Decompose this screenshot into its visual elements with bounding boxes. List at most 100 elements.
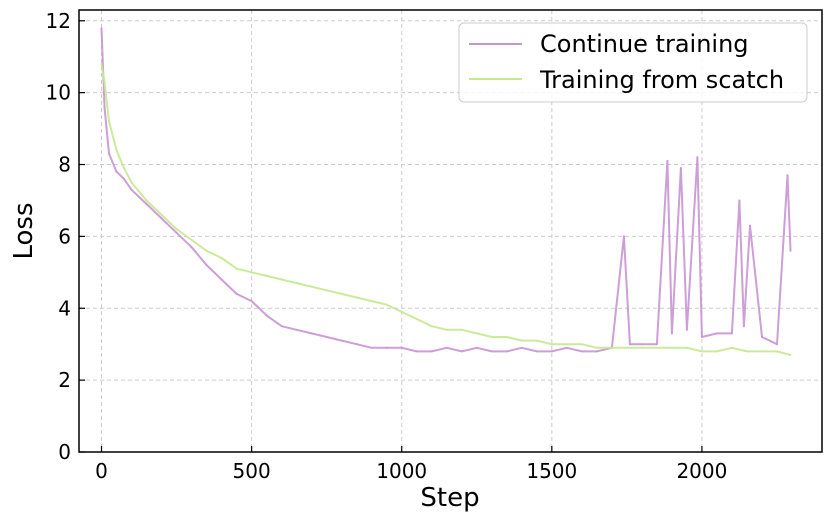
series-point-1 bbox=[265, 275, 268, 277]
series-point-1 bbox=[656, 346, 658, 349]
series-point-0 bbox=[160, 217, 163, 220]
series-point-0 bbox=[686, 328, 688, 331]
series-point-1 bbox=[108, 120, 110, 123]
series-point-0 bbox=[295, 328, 298, 331]
y-axis-label: Loss bbox=[9, 202, 39, 259]
series-point-0 bbox=[145, 203, 148, 205]
series-point-1 bbox=[641, 346, 643, 349]
series-point-0 bbox=[400, 346, 403, 349]
series-point-1 bbox=[280, 278, 283, 281]
series-point-1 bbox=[475, 332, 478, 335]
series-point-0 bbox=[220, 278, 223, 281]
series-point-1 bbox=[220, 257, 223, 259]
series-point-1 bbox=[235, 267, 238, 270]
series-point-0 bbox=[749, 224, 751, 227]
series-point-1 bbox=[370, 300, 373, 302]
series-point-1 bbox=[400, 311, 403, 313]
series-point-1 bbox=[340, 293, 343, 295]
series-point-1 bbox=[295, 282, 298, 284]
series-point-1 bbox=[580, 343, 583, 346]
series-point-0 bbox=[445, 346, 448, 349]
series-point-0 bbox=[761, 336, 763, 338]
series-point-1 bbox=[123, 167, 125, 170]
series-point-1 bbox=[115, 149, 118, 152]
series-point-0 bbox=[716, 332, 718, 335]
legend-label-training-from-scatch: Training from scatch bbox=[539, 66, 784, 94]
series-point-0 bbox=[123, 178, 125, 180]
series-point-1 bbox=[626, 346, 628, 349]
series-layer bbox=[100, 27, 792, 356]
series-point-0 bbox=[265, 314, 268, 317]
series-point-1 bbox=[671, 346, 673, 349]
series-point-0 bbox=[580, 350, 583, 353]
legend: Continue training Training from scatch bbox=[458, 22, 808, 103]
series-point-1 bbox=[716, 350, 718, 353]
series-point-1 bbox=[550, 343, 553, 346]
series-point-1 bbox=[505, 336, 508, 338]
plot-frame bbox=[78, 9, 823, 453]
series-point-1 bbox=[490, 336, 493, 338]
series-point-1 bbox=[535, 339, 538, 342]
series-point-0 bbox=[520, 346, 523, 349]
series-point-0 bbox=[385, 346, 388, 349]
y-tick-label: 0 bbox=[58, 440, 71, 464]
y-tick-label: 4 bbox=[58, 296, 71, 320]
series-point-1 bbox=[595, 346, 598, 349]
series-point-1 bbox=[310, 285, 313, 288]
series-point-1 bbox=[611, 346, 613, 349]
legend-label-continue-training: Continue training bbox=[540, 30, 749, 58]
series-point-0 bbox=[430, 350, 433, 353]
series-point-0 bbox=[680, 167, 682, 170]
series-point-1 bbox=[520, 339, 523, 342]
series-point-0 bbox=[340, 339, 343, 342]
series-point-0 bbox=[505, 350, 508, 353]
series-point-0 bbox=[595, 350, 598, 353]
series-point-1 bbox=[325, 289, 328, 292]
series-point-1 bbox=[190, 239, 193, 241]
series-point-0 bbox=[641, 343, 643, 346]
series-point-0 bbox=[370, 346, 373, 349]
series-line-1 bbox=[100, 63, 791, 356]
series-point-0 bbox=[115, 170, 118, 173]
series-point-1 bbox=[160, 213, 163, 216]
legend-box bbox=[458, 22, 808, 103]
series-point-1 bbox=[565, 343, 568, 346]
series-point-0 bbox=[623, 235, 625, 238]
y-tick-label: 2 bbox=[58, 368, 71, 392]
series-point-0 bbox=[656, 343, 658, 346]
series-point-0 bbox=[130, 188, 133, 191]
series-point-0 bbox=[565, 346, 568, 349]
series-point-1 bbox=[701, 350, 703, 353]
series-point-1 bbox=[205, 249, 208, 252]
series-point-0 bbox=[205, 264, 208, 266]
series-point-0 bbox=[175, 231, 178, 234]
series-point-0 bbox=[776, 343, 778, 346]
x-tick-label: 0 bbox=[95, 459, 108, 483]
series-point-0 bbox=[550, 350, 553, 353]
series-point-1 bbox=[776, 350, 778, 353]
series-point-1 bbox=[686, 346, 688, 349]
x-tick-label: 1500 bbox=[526, 459, 577, 483]
series-point-0 bbox=[738, 199, 741, 202]
series-point-1 bbox=[385, 303, 388, 306]
y-tick-label: 10 bbox=[46, 81, 71, 105]
series-point-0 bbox=[108, 152, 110, 155]
series-point-0 bbox=[696, 156, 699, 159]
series-point-1 bbox=[746, 350, 748, 353]
series-point-0 bbox=[460, 350, 463, 353]
series-point-0 bbox=[355, 343, 358, 346]
series-point-0 bbox=[671, 332, 673, 335]
y-tick-label: 12 bbox=[46, 9, 71, 33]
series-point-1 bbox=[460, 328, 463, 331]
series-point-0 bbox=[535, 350, 538, 353]
series-point-0 bbox=[103, 106, 106, 108]
series-point-1 bbox=[103, 81, 106, 83]
series-point-0 bbox=[789, 249, 792, 252]
series-point-0 bbox=[100, 27, 103, 29]
series-point-0 bbox=[666, 160, 669, 162]
series-point-0 bbox=[250, 300, 253, 302]
series-point-1 bbox=[789, 354, 792, 356]
series-point-1 bbox=[430, 325, 433, 328]
series-point-0 bbox=[731, 332, 733, 335]
